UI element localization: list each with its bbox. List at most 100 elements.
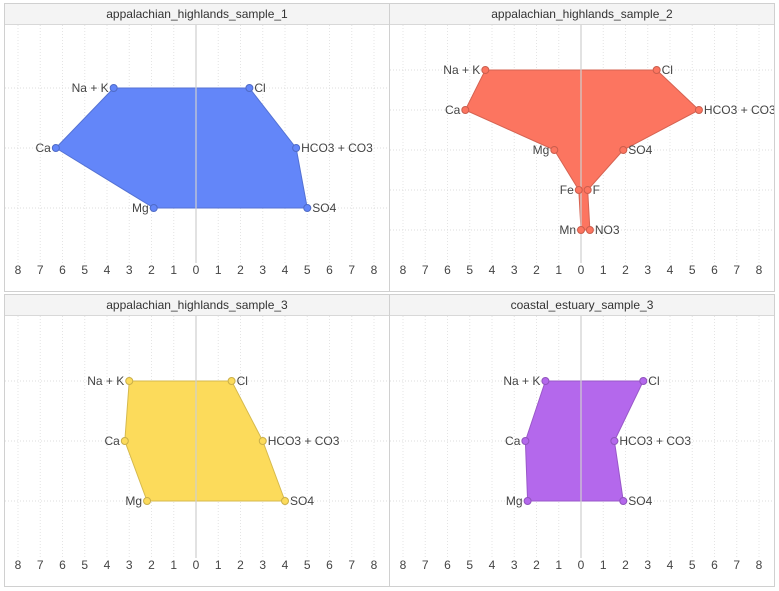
ion-label-right: HCO3 + CO3 (268, 434, 340, 448)
stiff-diagram-3: Na + K Cl Ca HCO3 + CO3 Mg SO4 8 7 6 5 4 3 2 1 0 1 2 3 4 5 6… (5, 316, 389, 572)
x-tick-label: 6 (444, 558, 451, 572)
stiff-diagram-1: Na + K Cl Ca HCO3 + CO3 Mg SO4 8 7 6 5 4 3 2 1 0 1 2 3 4 5 6… (5, 25, 389, 277)
x-tick-label: 7 (348, 558, 355, 572)
data-point-mn (577, 226, 585, 234)
ion-label-right: Cl (662, 63, 673, 77)
x-tick-label: 7 (348, 263, 355, 277)
data-point-so4 (619, 146, 628, 154)
x-tick-label: 3 (511, 263, 518, 277)
data-point-fe (574, 186, 583, 194)
x-tick-label: 7 (37, 263, 44, 277)
ion-label-right: NO3 (595, 223, 620, 237)
data-point-ca (120, 437, 129, 445)
x-tick-label: 6 (59, 558, 66, 572)
x-tick-label: 8 (400, 263, 407, 277)
x-tick-label: 5 (689, 263, 696, 277)
stiff-diagram-2: Na + K Cl Ca HCO3 + CO3 Mg SO4 Fe F Mn NO3 8 7 6 5 4 3 2… (390, 25, 774, 277)
chart-panel-4: coastal_estuary_sample_3 Na + K Cl Ca HCO3 … (389, 294, 775, 587)
stiff-polygon (55, 87, 308, 209)
chart-title-2: appalachian_highlands_sample_2 (390, 4, 774, 25)
ion-label-left: Ca (104, 434, 120, 448)
x-tick-label: 1 (555, 558, 562, 572)
x-tick-label: 1 (600, 263, 607, 277)
data-point-na-k (109, 84, 118, 92)
ion-label-left: Mg (132, 201, 149, 215)
x-tick-label: 5 (466, 263, 473, 277)
x-tick-label: 8 (756, 558, 763, 572)
data-point-mg (143, 497, 152, 505)
stiff-diagram-4: Na + K Cl Ca HCO3 + CO3 Mg SO4 8 7 6 5 4 3 2 1 0 1 2 3 4 5 6… (390, 316, 774, 572)
ion-label-left: Mg (533, 143, 550, 157)
x-tick-label: 4 (282, 263, 289, 277)
chart-title-1: appalachian_highlands_sample_1 (5, 4, 389, 25)
x-tick-label: 0 (193, 558, 200, 572)
chart-panel-2: appalachian_highlands_sample_2 Na + K Cl C… (389, 3, 775, 292)
ion-label-right: Cl (648, 374, 659, 388)
ion-label-left: Na + K (87, 374, 124, 388)
ion-label-right: HCO3 + CO3 (704, 103, 774, 117)
data-point-cl (652, 66, 661, 74)
x-tick-label: 8 (756, 263, 763, 277)
x-tick-label: 2 (622, 558, 629, 572)
x-tick-label: 4 (104, 558, 111, 572)
data-point-so4 (281, 497, 289, 505)
chart-title-3: appalachian_highlands_sample_3 (5, 295, 389, 316)
x-tick-label: 4 (667, 263, 674, 277)
x-tick-label: 7 (422, 263, 429, 277)
x-tick-label: 3 (259, 263, 266, 277)
data-point-na-k (481, 66, 490, 74)
ion-label-left: Na + K (443, 63, 480, 77)
ion-label-left: Mn (559, 223, 576, 237)
x-tick-label: 6 (326, 558, 333, 572)
x-tick-label: 2 (533, 263, 540, 277)
x-tick-label: 6 (59, 263, 66, 277)
ion-label-right: HCO3 + CO3 (619, 434, 691, 448)
x-tick-label: 5 (81, 263, 88, 277)
x-tick-label: 3 (644, 558, 651, 572)
x-tick-label: 2 (148, 263, 155, 277)
data-point-ca (51, 144, 60, 152)
data-point-mg (149, 204, 158, 212)
x-tick-label: 6 (326, 263, 333, 277)
x-tick-label: 0 (578, 558, 585, 572)
x-tick-label: 8 (15, 558, 22, 572)
ion-label-right: F (593, 183, 600, 197)
data-point-na-k (541, 377, 550, 385)
x-tick-label: 4 (489, 558, 496, 572)
data-point-f (583, 186, 592, 194)
data-point-na-k (125, 377, 134, 385)
chart-panel-1: appalachian_highlands_sample_1 Na + K Cl C… (4, 3, 390, 292)
x-tick-label: 7 (733, 558, 740, 572)
ion-label-left: Na + K (503, 374, 540, 388)
x-tick-label: 6 (444, 263, 451, 277)
x-tick-label: 4 (104, 263, 111, 277)
x-tick-label: 5 (689, 558, 696, 572)
data-point-hco3-co3 (292, 144, 301, 152)
x-tick-label: 0 (193, 263, 200, 277)
x-tick-label: 2 (237, 263, 244, 277)
chart-title-4: coastal_estuary_sample_3 (390, 295, 774, 316)
x-tick-label: 3 (644, 263, 651, 277)
x-tick-label: 4 (489, 263, 496, 277)
ion-label-right: SO4 (290, 494, 314, 508)
x-tick-label: 3 (511, 558, 518, 572)
x-tick-label: 2 (622, 263, 629, 277)
x-tick-label: 6 (711, 558, 718, 572)
x-tick-label: 2 (533, 558, 540, 572)
x-tick-label: 4 (282, 558, 289, 572)
x-tick-label: 8 (15, 263, 22, 277)
x-tick-label: 0 (578, 263, 585, 277)
x-tick-label: 1 (170, 558, 177, 572)
ion-label-left: Mg (506, 494, 523, 508)
ion-label-right: Cl (254, 81, 265, 95)
x-tick-label: 5 (81, 558, 88, 572)
ion-label-left: Ca (35, 141, 51, 155)
x-tick-label: 5 (304, 558, 311, 572)
x-tick-label: 3 (126, 558, 133, 572)
x-tick-label: 6 (711, 263, 718, 277)
ion-label-left: Fe (560, 183, 574, 197)
x-tick-label: 8 (400, 558, 407, 572)
x-tick-label: 1 (215, 558, 222, 572)
data-point-hco3-co3 (694, 106, 703, 114)
ion-label-left: Na + K (72, 81, 109, 95)
